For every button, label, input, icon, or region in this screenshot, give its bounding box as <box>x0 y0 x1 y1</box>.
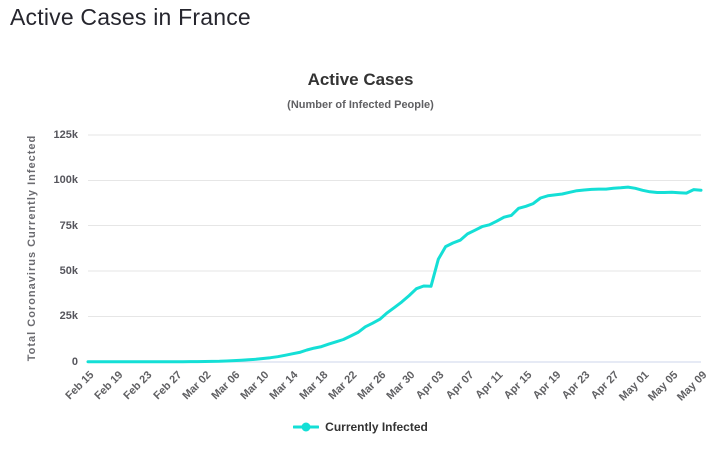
y-tick-label: 50k <box>59 265 78 278</box>
legend-line-marker-icon <box>293 422 320 432</box>
chart-title: Active Cases <box>307 70 414 89</box>
legend-item-currently-infected[interactable]: Currently Infected <box>10 420 711 434</box>
chart-subtitle: (Number of Infected People) <box>287 99 434 111</box>
y-tick-label: 125k <box>53 129 78 141</box>
y-tick-label: 75k <box>59 219 78 232</box>
series-line-currently-infected[interactable] <box>86 185 703 364</box>
y-tick-label: 100k <box>53 174 78 187</box>
y-tick-label: 25k <box>59 310 78 323</box>
legend-label: Currently Infected <box>325 420 428 434</box>
y-tick-label: 0 <box>71 355 78 368</box>
page-title: Active Cases in France <box>10 4 251 30</box>
